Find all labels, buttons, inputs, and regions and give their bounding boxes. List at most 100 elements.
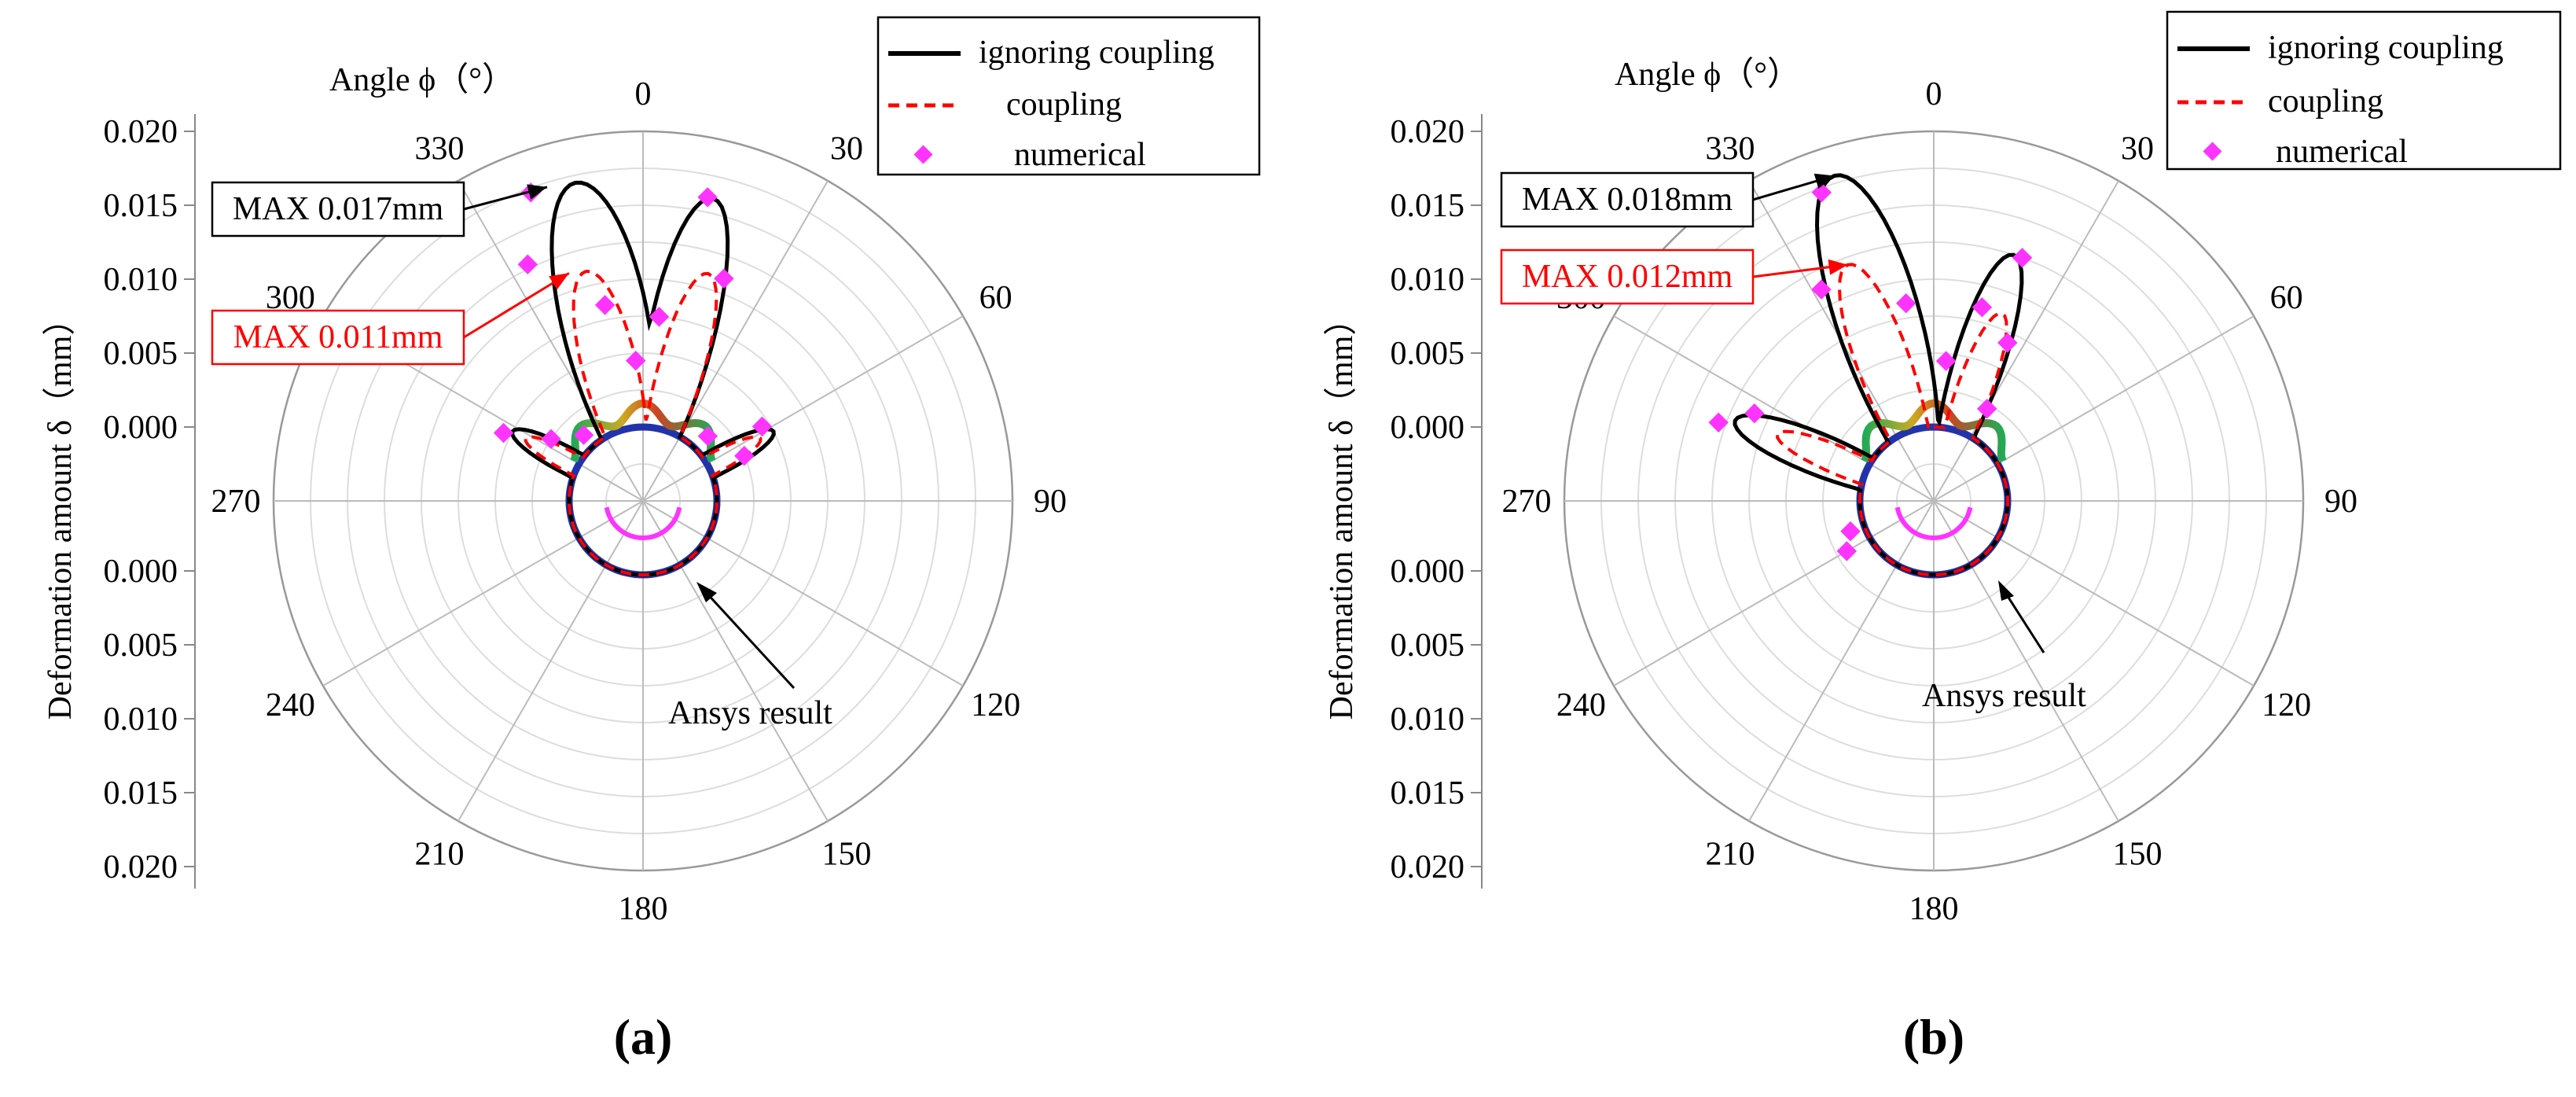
radial-tick-label: 0.005 (104, 336, 178, 372)
angle-tick-label: 120 (971, 687, 1020, 723)
ansys-arrow (2003, 591, 2045, 653)
numerical-point (714, 268, 734, 289)
grid-spoke (322, 500, 644, 687)
legend-frame (876, 16, 1261, 176)
angle-tick-label: 210 (1706, 837, 1755, 873)
annotation-arrowhead (527, 184, 547, 200)
numerical-point (1744, 403, 1765, 424)
numerical-point (649, 307, 670, 327)
angle-tick-label: 270 (1502, 484, 1552, 520)
legend-frame (2166, 10, 2562, 171)
grid-spoke (458, 180, 644, 502)
angle-tick-label: 60 (2270, 280, 2303, 316)
numerical-point (2012, 248, 2033, 268)
numerical-point (573, 425, 594, 445)
grid-spoke (1613, 315, 1935, 502)
numerical-point (594, 295, 616, 315)
angle-tick-label: 180 (1909, 891, 1959, 927)
inner-numerical-trace (1894, 506, 1973, 541)
legend-swatch-numerical (913, 145, 933, 164)
radial-axis-ticks: 0.020 0.015 0.010 0.005 0.000 0.000 0.005 0.010… (1391, 114, 1482, 885)
radial-tick-label: 0.015 (104, 775, 178, 812)
radial-tick-label: 0.000 (104, 554, 178, 590)
annotation-arrowhead (549, 273, 569, 290)
angle-tick-label: 0 (635, 76, 652, 112)
numerical-point (1976, 399, 1997, 419)
radial-tick-label: 0.000 (1391, 410, 1465, 446)
radial-tick-label: 0.020 (104, 849, 178, 885)
legend-label-ignoring: ignoring coupling (979, 35, 1215, 71)
numerical-point (697, 187, 718, 208)
angle-tick-label: 60 (979, 280, 1012, 316)
panel-label: (a) (614, 1009, 673, 1065)
radial-tick-label: 0.005 (104, 628, 178, 664)
annotation-arrowhead (1813, 173, 1835, 189)
grid-spoke (642, 500, 964, 687)
series-ignoring-coupling (1733, 173, 2024, 577)
numerical-point (734, 445, 755, 466)
grid-spoke (1933, 500, 2254, 687)
radial-tick-label: 0.010 (104, 262, 178, 298)
annotation-text: MAX 0.011mm (233, 319, 443, 355)
radial-axis-label: Deformation amount δ（mm） (42, 303, 79, 720)
numerical-points (1708, 182, 2033, 561)
radial-axis-label: Deformation amount δ（mm） (1324, 303, 1360, 720)
annotation-arrowhead (1828, 259, 1848, 275)
radial-tick-label: 0.010 (104, 701, 178, 738)
angle-tick-label: 150 (822, 837, 872, 873)
annotation-arrow (463, 272, 570, 339)
annotation-text: MAX 0.018mm (1522, 182, 1733, 218)
legend: ignoring coupling coupling numerical (876, 16, 1261, 176)
angle-axis-label: Angle ϕ（°） (329, 62, 515, 98)
legend-label-ignoring: ignoring coupling (2268, 30, 2504, 66)
legend: ignoring coupling coupling numerical (2166, 10, 2562, 171)
series-coupling (1775, 263, 2009, 576)
ansys-arrow (704, 590, 796, 690)
angle-tick-label: 120 (2262, 687, 2311, 723)
angle-tick-label: 0 (1926, 76, 1942, 112)
radial-axis-ticks: 0.020 0.015 0.010 0.005 0.000 0.000 0.005 0.010… (104, 114, 195, 885)
radial-tick-label: 0.020 (1391, 849, 1465, 885)
grid-spoke (642, 315, 964, 502)
numerical-point (517, 254, 538, 274)
numerical-point (1895, 293, 1916, 314)
angle-tick-label: 330 (1706, 131, 1755, 167)
inner-numerical-trace (604, 506, 682, 541)
grid-spoke (1933, 180, 2119, 502)
radial-tick-label: 0.005 (1391, 336, 1465, 372)
grid-spoke (1933, 315, 2254, 502)
annotation-text: MAX 0.012mm (1522, 259, 1733, 295)
angle-tick-label: 30 (2121, 131, 2154, 167)
angle-tick-label: 180 (619, 891, 668, 927)
angle-tick-label: 210 (415, 837, 465, 873)
grid-spoke (1613, 500, 1935, 687)
angle-tick-label: 240 (1556, 687, 1606, 723)
grid-spoke (458, 500, 644, 822)
numerical-point (625, 350, 646, 371)
angle-tick-label: 30 (830, 131, 863, 167)
angle-tick-label: 270 (211, 484, 261, 520)
radial-tick-label: 0.020 (104, 114, 178, 150)
ansys-arrowhead (696, 582, 717, 602)
ansys-top-bumps (1861, 399, 2007, 463)
legend-label-coupling: coupling (1006, 87, 1122, 123)
radial-tick-label: 0.000 (1391, 554, 1465, 590)
numerical-point (1708, 412, 1729, 433)
radial-tick-label: 0.010 (1391, 701, 1465, 738)
legend-label-numerical: numerical (1014, 137, 1146, 173)
numerical-point (493, 422, 514, 444)
max-annotations: MAX 0.017mm MAX 0.011mm (211, 181, 570, 366)
radial-tick-label: 0.020 (1391, 114, 1465, 150)
numerical-point (697, 425, 718, 447)
angle-tick-label: 90 (2324, 484, 2357, 520)
series-coupling (524, 270, 763, 576)
numerical-point (751, 416, 773, 437)
annotation-box (211, 181, 465, 237)
angle-tick-label: 150 (2113, 837, 2163, 873)
grid-spoke (642, 500, 829, 822)
numerical-point (541, 429, 561, 449)
